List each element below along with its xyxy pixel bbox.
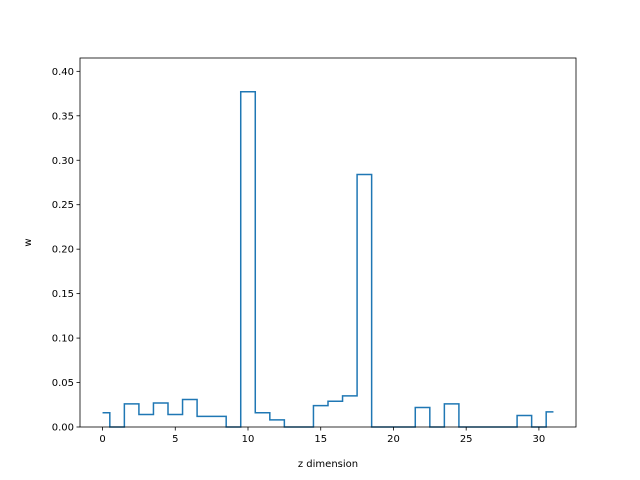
- y-tick-label-0.10: 0.10: [52, 334, 74, 345]
- x-tick-label-20: 20: [387, 434, 400, 445]
- y-tick-label-0.15: 0.15: [52, 289, 74, 300]
- x-axis-label: z dimension: [298, 459, 358, 470]
- y-tick-label-0.00: 0.00: [52, 423, 74, 434]
- y-tick-label-0.30: 0.30: [52, 156, 74, 167]
- plot-area: [79, 57, 577, 428]
- y-axis-label: w: [23, 238, 34, 246]
- y-axis-ticks: 0.00 0.05 0.10 0.15 0.20 0.25 0.30 0.35 0.40: [52, 67, 80, 434]
- y-tick-label-0.25: 0.25: [52, 200, 74, 211]
- x-axis-ticks: 0 5 10 15 20 25 30: [99, 427, 545, 445]
- x-tick-label-25: 25: [460, 434, 473, 445]
- x-tick-label-0: 0: [99, 434, 105, 445]
- x-tick-label-15: 15: [314, 434, 327, 445]
- y-tick-label-0.35: 0.35: [52, 111, 74, 122]
- x-tick-label-30: 30: [533, 434, 546, 445]
- y-tick-label-0.05: 0.05: [52, 378, 74, 389]
- y-tick-label-0.40: 0.40: [52, 67, 74, 78]
- axes-frame: [79, 57, 577, 428]
- x-tick-label-10: 10: [242, 434, 255, 445]
- y-tick-label-0.20: 0.20: [52, 245, 74, 256]
- x-tick-label-5: 5: [172, 434, 178, 445]
